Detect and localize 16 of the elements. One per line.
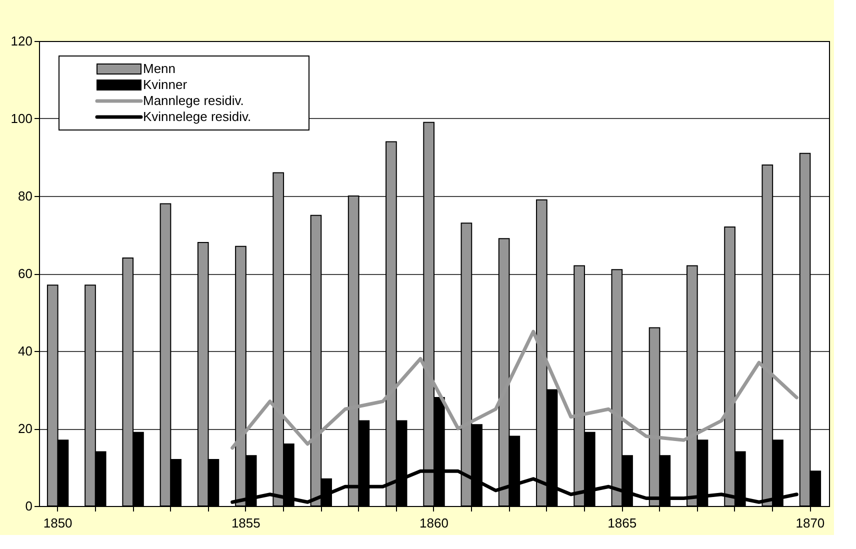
- y-tick-label: 20: [18, 421, 32, 436]
- y-tick-label: 120: [10, 34, 32, 48]
- legend-label: Menn: [143, 61, 176, 76]
- legend-label: Kvinner: [143, 77, 188, 92]
- x-tick-label: 1870: [796, 516, 825, 530]
- y-tick-label: 80: [18, 188, 32, 204]
- legend-label: Mannlege residiv.: [143, 93, 244, 108]
- x-tick-label: 1865: [608, 516, 637, 530]
- y-tick-label: 60: [18, 266, 32, 281]
- y-tick-label: 40: [18, 344, 32, 358]
- y-tick-label: 100: [10, 111, 32, 126]
- x-tick-label: 1860: [420, 516, 448, 530]
- x-tick-label: 1855: [231, 516, 260, 530]
- y-tick-label: 0: [25, 498, 32, 514]
- x-tick-label: 1850: [43, 516, 72, 530]
- legend-label: Kvinnelege residiv.: [143, 109, 252, 124]
